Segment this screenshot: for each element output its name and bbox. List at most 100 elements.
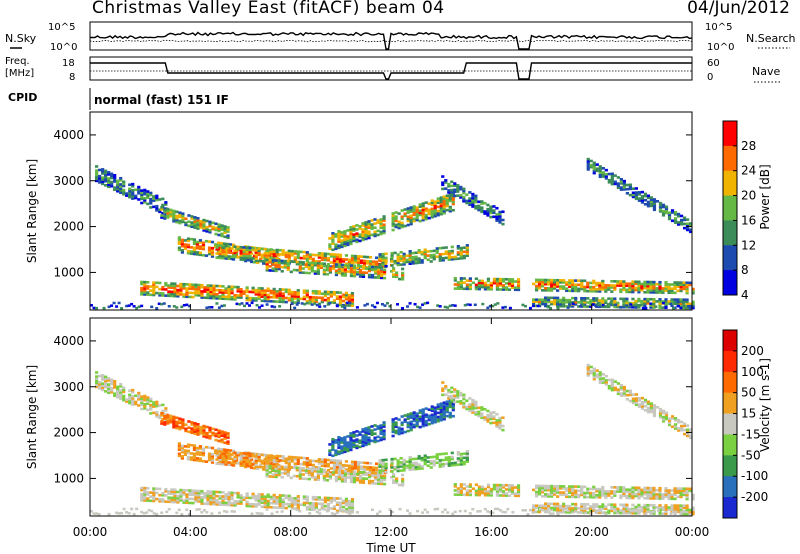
echo-cell (394, 223, 398, 227)
echo-cell (202, 428, 206, 432)
echo-cell (592, 503, 596, 506)
echo-cell (412, 423, 416, 427)
echo-cell (281, 504, 285, 508)
echo-cell (212, 292, 216, 296)
echo-cell (592, 297, 596, 300)
echo-cell (310, 263, 314, 267)
echo-cell (284, 290, 288, 294)
echo-cell (104, 175, 108, 179)
echo-cell (287, 457, 291, 461)
echo-cell (225, 246, 230, 250)
echo-cell (275, 256, 279, 260)
echo-cell (172, 421, 176, 425)
echo-cell (661, 291, 665, 294)
echo-cell (210, 452, 215, 456)
echo-cell (221, 254, 225, 258)
echo-cell (553, 287, 557, 290)
echo-cell (619, 488, 623, 491)
echo-cell (540, 300, 545, 304)
echo-cell (566, 306, 570, 309)
echo-cell (277, 469, 281, 473)
echo-cell (217, 233, 221, 237)
echo-cell (367, 475, 372, 479)
echo-cell (586, 305, 590, 308)
echo-cell (293, 301, 297, 304)
echo-cell (625, 509, 629, 513)
echo-cell (574, 285, 578, 289)
echo-cell (143, 402, 147, 406)
echo-cell (233, 457, 237, 461)
echo-cell (652, 284, 656, 288)
echo-cell (346, 443, 350, 446)
echo-cell (613, 486, 617, 489)
echo-cell (128, 401, 132, 405)
echo-cell (370, 479, 375, 483)
echo-cell (462, 483, 466, 486)
echo-cell (565, 300, 569, 304)
echo-cell (374, 462, 379, 466)
echo-cell (580, 285, 584, 289)
echo-cell (305, 499, 309, 503)
echo-cell (332, 253, 337, 256)
echo-cell (340, 451, 344, 455)
echo-cell (134, 394, 138, 398)
echo-cell (98, 387, 102, 390)
echo-cell (203, 286, 207, 289)
echo-cell (340, 235, 344, 238)
echo-cell (164, 213, 168, 217)
echo-cell (233, 501, 237, 505)
echo-cell (448, 413, 452, 417)
echo-cell (263, 299, 267, 303)
echo-cell (305, 253, 309, 256)
echo-cell (480, 487, 484, 491)
echo-cell (352, 274, 357, 278)
echo-cell (652, 206, 657, 210)
echo-cell (553, 506, 557, 510)
echo-cell (646, 508, 650, 511)
echo-cell (598, 381, 602, 385)
echo-cell (350, 462, 355, 466)
echo-cell (197, 491, 201, 495)
echo-cell (577, 493, 581, 497)
echo-cell (559, 485, 563, 488)
echo-cell (474, 489, 478, 493)
echo-cell (152, 495, 156, 499)
echo-cell (280, 259, 284, 263)
echo-cell (307, 467, 311, 471)
echo-cell (200, 491, 204, 495)
echo-cell (616, 488, 620, 491)
echo-cell (233, 285, 237, 289)
echo-cell (671, 306, 675, 310)
echo-cell (604, 175, 608, 178)
echo-cell (278, 253, 282, 256)
echo-cell (453, 483, 457, 486)
echo-cell (465, 454, 469, 457)
echo-cell (260, 501, 264, 504)
y-tick-label: 4000 (53, 128, 84, 142)
echo-cell (278, 506, 282, 510)
echo-cell (197, 294, 201, 297)
echo-cell (365, 461, 370, 465)
echo-cell (186, 457, 191, 461)
echo-cell (459, 248, 463, 252)
echo-cell (592, 509, 596, 512)
echo-cell (433, 410, 437, 414)
echo-cell (547, 495, 551, 498)
echo-cell (670, 495, 674, 499)
echo-cell (583, 297, 587, 300)
echo-cell (667, 285, 671, 288)
echo-cell (346, 266, 351, 269)
echo-cell (685, 281, 689, 285)
echo-cell (317, 296, 321, 299)
echo-cell (231, 243, 236, 247)
echo-cell (328, 266, 332, 270)
echo-cell (670, 291, 674, 295)
echo-cell (498, 216, 502, 220)
echo-cell (664, 491, 668, 494)
echo-cell (414, 261, 418, 265)
echo-cell (176, 294, 180, 298)
echo-cell (403, 418, 407, 421)
echo-cell (595, 493, 599, 497)
echo-cell (376, 274, 381, 277)
echo-cell (547, 296, 551, 300)
